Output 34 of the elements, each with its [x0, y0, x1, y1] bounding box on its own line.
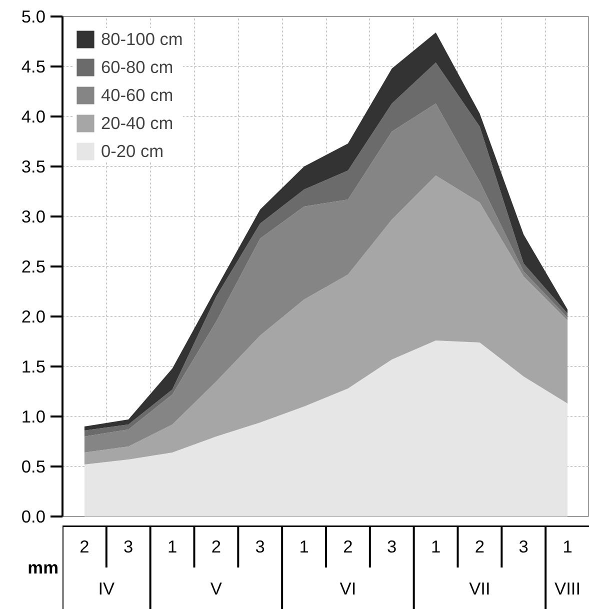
text: VIII [554, 578, 581, 598]
x-tick-label: 3 [518, 536, 528, 556]
y-tick-label: 3.5 [21, 156, 46, 176]
text: IV [98, 578, 116, 598]
x-tick-label: 3 [124, 536, 134, 556]
y-tick-label: 2.0 [21, 306, 46, 326]
x-tick-label: 1 [167, 536, 178, 556]
legend-label: 40-60 cm [101, 84, 174, 106]
x-tick-label: 2 [80, 536, 90, 556]
legend-label: 0-20 cm [101, 140, 164, 162]
legend-label: 20-40 cm [101, 112, 174, 134]
x-tick-label: 1 [299, 536, 309, 556]
x-tick-label: 2 [474, 536, 485, 556]
x-tick-label: 3 [255, 536, 265, 556]
y-tick-label: 5.0 [21, 6, 46, 26]
x-tick-label: 1 [430, 536, 441, 556]
y-tick-label: 1.0 [21, 406, 46, 426]
y-tick-label: 0.5 [21, 456, 46, 476]
legend-label: 80-100 cm [101, 28, 183, 50]
y-axis-title: mm [28, 558, 59, 578]
y-tick-label: 1.5 [21, 356, 46, 376]
x-tick-label: 1 [562, 536, 572, 556]
y-tick-label: 4.5 [21, 56, 46, 76]
x-tick-label: 3 [387, 536, 397, 556]
text: VII [469, 578, 490, 598]
y-tick-label: 2.5 [21, 256, 46, 276]
text: VI [340, 578, 356, 598]
x-tick-label: 2 [211, 536, 222, 556]
text: V [210, 578, 222, 598]
y-tick-label: 0.0 [21, 506, 46, 526]
x-tick-label: 2 [343, 536, 353, 556]
y-tick-label: 4.0 [21, 106, 46, 126]
legend-label: 60-80 cm [101, 56, 174, 78]
y-tick-label: 3.0 [21, 206, 46, 226]
